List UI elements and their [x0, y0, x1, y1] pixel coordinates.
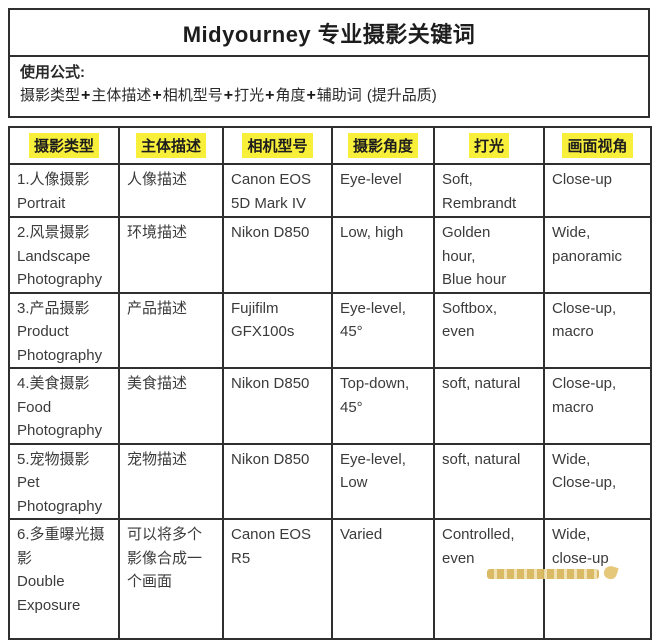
header-cell: 主体描述 [118, 126, 224, 165]
table-row: 3.产品摄影 Product Photography 产品描述 Fujifilm G… [8, 291, 652, 369]
table-row: 1.人像摄影 Portrait 人像描述 Canon EOS 5D Mark IV E… [8, 163, 652, 218]
table-cell: Top-down, 45° [331, 367, 435, 445]
table-cell: Eye-level, Low [331, 442, 435, 520]
header-highlight: 画面视角 [562, 133, 633, 158]
table-row: 5.宠物摄影 Pet Photography 宠物描述 Nikon D850 Eye-… [8, 442, 652, 520]
header-cell: 摄影类型 [8, 126, 120, 165]
header-highlight: 摄影角度 [347, 133, 418, 158]
table-cell: Wide, Close-up, [543, 442, 652, 520]
header-highlight: 主体描述 [135, 133, 206, 158]
plus-sign: + [223, 87, 234, 104]
header-highlight: 摄影类型 [28, 133, 99, 158]
table-cell: Low, high [331, 216, 435, 294]
header-highlight: 相机型号 [242, 133, 313, 158]
plus-sign: + [81, 87, 91, 104]
table-cell: Nikon D850 [222, 216, 333, 294]
table-cell: 2.风景摄影 Landscape Photography [8, 216, 120, 294]
formula-line: 摄影类型+主体描述+相机型号+打光+角度+辅助词 (提升品质) [20, 84, 638, 108]
formula-part: 摄影类型 [20, 87, 81, 104]
formula-area: 使用公式: 摄影类型+主体描述+相机型号+打光+角度+辅助词 (提升品质) [10, 57, 648, 116]
header-highlight: 打光 [468, 133, 509, 158]
table-cell: Nikon D850 [222, 442, 333, 520]
table-cell: Varied [331, 518, 435, 640]
formula-part: 相机型号 [162, 87, 223, 104]
table-cell: 宠物描述 [118, 442, 224, 520]
table-cell: Eye-level [331, 163, 435, 218]
header-cell: 相机型号 [222, 126, 333, 165]
formula-part: 角度 [275, 87, 306, 104]
page-title: Midyourney 专业摄影关键词 [182, 21, 476, 47]
table-cell: Wide, close-up [543, 518, 652, 640]
table-cell: Soft, Rembrandt [433, 163, 545, 218]
table-cell: Wide, panoramic [543, 216, 652, 294]
table-row: 6.多重曝光摄 影 Double Exposure 可以将多个 影像合成一 个画面… [8, 518, 652, 640]
table-row: 2.风景摄影 Landscape Photography 环境描述 Nikon D8… [8, 216, 652, 294]
table-cell: 1.人像摄影 Portrait [8, 163, 120, 218]
header-cell: 摄影角度 [331, 126, 435, 165]
table-cell: Eye-level, 45° [331, 291, 435, 369]
title-area: Midyourney 专业摄影关键词 [10, 10, 648, 57]
table-cell: 可以将多个 影像合成一 个画面 [118, 518, 224, 640]
keyword-table: 摄影类型 主体描述 相机型号 摄影角度 打光 画面视角 1.人像摄影 Portrait 人像… [8, 126, 652, 640]
formula-part: 打光 [234, 87, 265, 104]
table-cell: 5.宠物摄影 Pet Photography [8, 442, 120, 520]
table-cell: Softbox, even [433, 291, 545, 369]
table-cell: 美食描述 [118, 367, 224, 445]
header-box: Midyourney 专业摄影关键词 使用公式: 摄影类型+主体描述+相机型号+… [8, 8, 650, 118]
table-cell: 环境描述 [118, 216, 224, 294]
header-cell: 画面视角 [543, 126, 652, 165]
plus-sign: + [152, 87, 162, 104]
table-cell: soft, natural [433, 442, 545, 520]
table-cell: Close-up, macro [543, 291, 652, 369]
watermark [487, 569, 599, 579]
formula-part: 辅助词 [316, 87, 362, 104]
plus-sign: + [306, 87, 316, 104]
document-sheet: Midyourney 专业摄影关键词 使用公式: 摄影类型+主体描述+相机型号+… [8, 8, 652, 640]
table-cell: soft, natural [433, 367, 545, 445]
plus-sign: + [265, 87, 275, 104]
formula-suffix: (提升品质) [366, 87, 437, 104]
formula-part: 主体描述 [91, 87, 152, 104]
table-cell: Controlled, even [433, 518, 545, 640]
header-cell: 打光 [433, 126, 545, 165]
table-cell: Fujifilm GFX100s [222, 291, 333, 369]
table-header-row: 摄影类型 主体描述 相机型号 摄影角度 打光 画面视角 [8, 126, 652, 165]
table-cell: 3.产品摄影 Product Photography [8, 291, 120, 369]
table-cell: 6.多重曝光摄 影 Double Exposure [8, 518, 120, 640]
table-cell: Close-up [543, 163, 652, 218]
table-cell: Close-up, macro [543, 367, 652, 445]
table-cell: 4.美食摄影 Food Photography [8, 367, 120, 445]
table-cell: Canon EOS 5D Mark IV [222, 163, 333, 218]
formula-label: 使用公式: [20, 64, 85, 81]
table-cell: 产品描述 [118, 291, 224, 369]
table-row: 4.美食摄影 Food Photography 美食描述 Nikon D850 Top… [8, 367, 652, 445]
table-cell: Nikon D850 [222, 367, 333, 445]
table-cell: Golden hour, Blue hour [433, 216, 545, 294]
table-cell: 人像描述 [118, 163, 224, 218]
table-cell: Canon EOS R5 [222, 518, 333, 640]
